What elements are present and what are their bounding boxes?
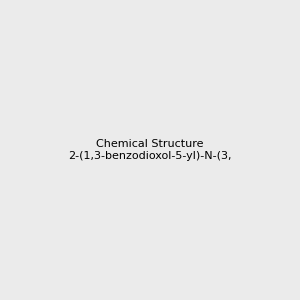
Text: Chemical Structure
2-(1,3-benzodioxol-5-yl)-N-(3,: Chemical Structure 2-(1,3-benzodioxol-5-…	[68, 139, 232, 161]
